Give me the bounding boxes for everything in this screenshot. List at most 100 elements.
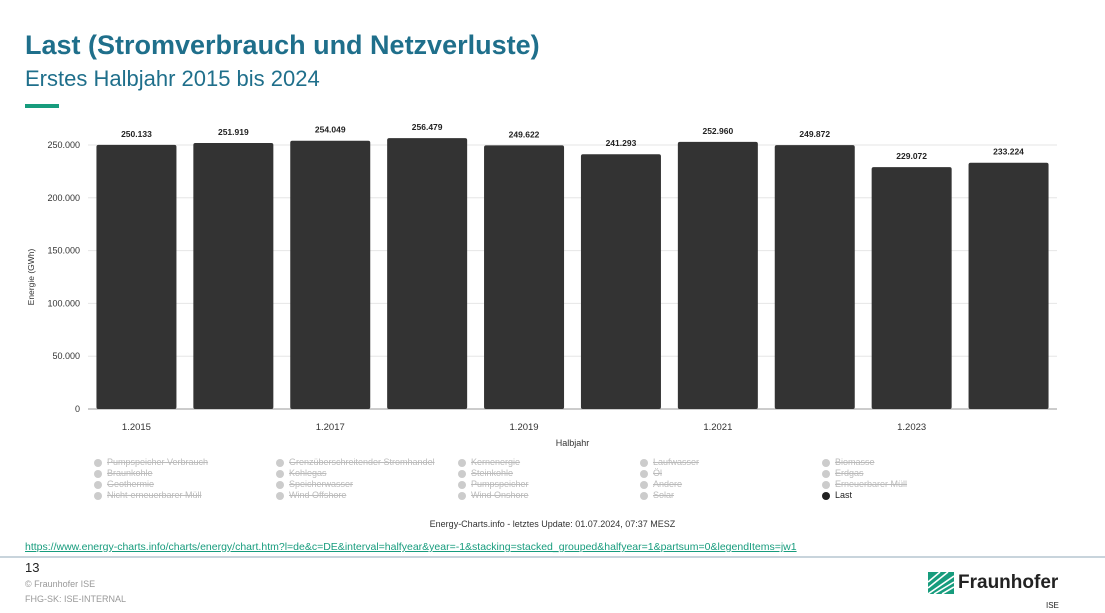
legend-item[interactable]: Laufwasser [640,457,699,468]
legend-item[interactable]: Wind Offshore [276,490,435,501]
legend-item[interactable]: Geothermie [94,479,208,490]
legend-column: Kernenergie Steinkohle Pumpspeicher Wind On… [458,457,529,501]
legend-item[interactable]: Öl [640,468,699,479]
accent-bar [25,104,59,108]
x-tick-label: 1.2015 [122,422,151,433]
chart-source: Energy-Charts.info - letztes Update: 01.… [429,519,676,529]
legend-dot-icon [640,491,648,500]
legend-item[interactable]: Nicht-erneuerbarer Müll [94,490,208,501]
legend-dot-icon [94,458,102,467]
data-label: 250.133 [121,129,152,139]
y-axis-label: Energie (GWh) [26,248,36,305]
x-tick-label: 1.2017 [316,422,345,433]
x-tick-label: 1.2021 [703,422,732,433]
fraunhofer-logo: Fraunhofer [928,571,1058,595]
legend-dot-icon [276,458,284,467]
data-label: 249.622 [509,129,540,139]
legend-label: Pumpspeicher Verbrauch [107,457,209,467]
y-tick-label: 100.000 [47,298,80,308]
divider [0,556,1105,558]
legend-label: Solar [653,490,675,500]
legend-label: Öl [653,468,662,478]
source-link[interactable]: https://www.energy-charts.info/charts/en… [25,541,797,553]
legend-dot-icon [822,480,830,489]
logo-subtext: ISE [1046,601,1059,610]
legend-dot-icon [458,491,466,500]
bar [774,145,855,409]
bar [871,167,952,409]
y-tick-label: 150.000 [47,246,80,256]
legend-column: Pumpspeicher Verbrauch Braunkohle Geotherm… [94,457,208,501]
data-label: 249.872 [799,129,830,139]
legend-dot-icon [94,480,102,489]
page-subtitle: Erstes Halbjahr 2015 bis 2024 [25,66,320,91]
legend-label: Braunkohle [107,468,153,478]
legend-item[interactable]: Kernenergie [458,457,529,468]
legend-label: Wind Offshore [289,490,347,500]
legend-column: Grenzüberschreitender Stromhandel Kohlega… [276,457,435,501]
legend-label: Last [835,490,853,500]
legend-label: Kohlegas [289,468,327,478]
y-tick-label: 50.000 [52,351,80,361]
legend-label: Grenzüberschreitender Stromhandel [289,457,435,467]
legend-item[interactable]: Braunkohle [94,468,208,479]
legend-item[interactable]: Kohlegas [276,468,435,479]
bar [484,145,565,409]
bar [677,141,758,409]
legend-dot-icon [458,458,466,467]
legend-dot-icon [276,491,284,500]
legend-item[interactable]: Solar [640,490,699,501]
y-tick-label: 200.000 [47,193,80,203]
legend-item[interactable]: Andere [640,479,699,490]
x-tick-label: 1.2023 [897,422,926,433]
data-label: 256.479 [412,122,443,132]
legend-item[interactable]: Grenzüberschreitender Stromhandel [276,457,435,468]
logo-text: Fraunhofer [958,572,1059,593]
legend-dot-icon [822,458,830,467]
legend-dot-icon [822,491,830,500]
legend-item[interactable]: Biomasse [822,457,907,468]
y-tick-label: 0 [75,404,80,414]
legend-item[interactable]: Pumpspeicher [458,479,529,490]
data-label: 233.224 [993,147,1024,157]
legend-label: Speicherwasser [289,479,354,489]
x-axis-label: Halbjahr [556,438,590,448]
legend-label: Kernenergie [471,457,521,467]
data-label: 254.049 [315,125,346,135]
legend-item[interactable]: Erneuerbarer Müll [822,479,907,490]
legend-dot-icon [94,469,102,478]
legend-dot-icon [458,480,466,489]
legend-label: Nicht-erneuerbarer Müll [107,490,202,500]
legend-item[interactable]: Erdgas [822,468,907,479]
legend-label: Geothermie [107,479,155,489]
legend-label: Laufwasser [653,457,700,467]
data-label: 229.072 [896,151,927,161]
fraunhofer-logo-icon [928,572,954,594]
legend-item[interactable]: Pumpspeicher Verbrauch [94,457,208,468]
legend-item[interactable]: Wind Onshore [458,490,529,501]
legend-dot-icon [276,480,284,489]
legend-dot-icon [276,469,284,478]
legend-column: Biomasse Erdgas Erneuerbarer Müll Last [822,457,907,501]
page-number: 13 [25,560,40,575]
legend-dot-icon [458,469,466,478]
data-label: 252.960 [702,126,733,136]
legend-label: Steinkohle [471,468,514,478]
legend-dot-icon [640,458,648,467]
legend-item[interactable]: Last [822,490,907,501]
legend-dot-icon [822,469,830,478]
legend-label: Erneuerbarer Müll [835,479,908,489]
legend-item[interactable]: Steinkohle [458,468,529,479]
legend-dot-icon [640,480,648,489]
data-label: 251.919 [218,127,249,137]
legend-dot-icon [94,491,102,500]
legend-column: Laufwasser Öl Andere Solar [640,457,699,501]
page-title: Last (Stromverbrauch und Netzverluste) [25,30,540,60]
legend-item[interactable]: Speicherwasser [276,479,435,490]
bar-chart: 0 50.000 100.000 150.000 200.000 250.000 250.1… [26,122,1057,448]
data-label: 241.293 [606,138,637,148]
legend-label: Erdgas [835,468,864,478]
copyright: © Fraunhofer ISE [25,579,96,589]
bar [193,142,274,409]
bar [387,138,468,409]
